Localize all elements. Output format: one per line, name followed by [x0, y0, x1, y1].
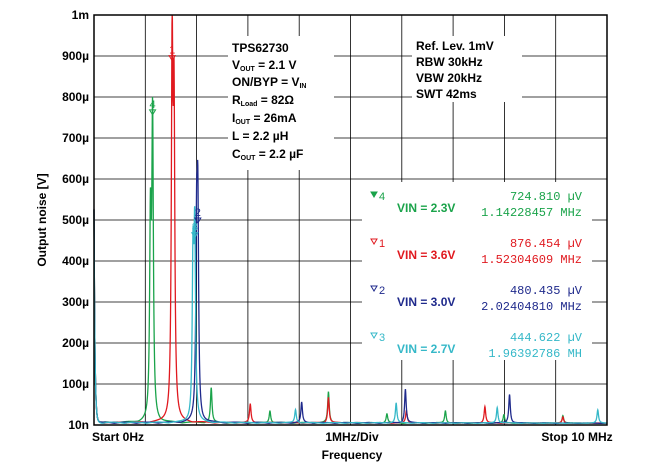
x-tick-start: Start 0Hz — [92, 430, 144, 444]
y-tick-label: 500µ — [62, 213, 89, 227]
y-tick-label: 800µ — [62, 90, 89, 104]
y-tick-label: 700µ — [62, 131, 89, 145]
marker-frequency: 2.02404810 MHz — [481, 300, 582, 314]
marker-label: VIN = 2.7V — [397, 342, 455, 356]
marker-label: VIN = 3.0V — [397, 295, 455, 309]
marker-label: VIN = 3.6V — [397, 248, 455, 262]
setting-swt: SWT 42ms — [416, 87, 477, 101]
x-tick-mid: 1MHz/Div — [325, 430, 379, 444]
marker-number: 3 — [379, 332, 385, 344]
x-axis-label: Frequency — [322, 448, 383, 462]
y-tick-label: 300µ — [62, 295, 89, 309]
y-axis-label: Output noise [V] — [35, 173, 49, 266]
marker-number: 2 — [379, 285, 385, 297]
marker-value: 444.622 µV — [510, 331, 583, 345]
y-tick-label: 900µ — [62, 49, 89, 63]
setting-vbw: VBW 20kHz — [416, 71, 482, 85]
marker-value: 480.435 µV — [510, 284, 583, 298]
y-tick-label: 600µ — [62, 172, 89, 186]
condition-onbyp: ON/BYP = VIN — [232, 75, 306, 90]
marker-frequency: 1.52304609 MHz — [481, 253, 582, 267]
conditions-box: TPS62730 VOUT = 2.1 V ON/BYP = VIN RLoad… — [228, 36, 334, 170]
y-tick-label: 400µ — [62, 254, 89, 268]
marker-frequency: 1.14228457 MHz — [481, 206, 582, 220]
marker-flag-number: 2 — [195, 207, 201, 219]
marker-value: 876.454 µV — [510, 237, 583, 251]
y-tick-label: 200µ — [62, 336, 89, 350]
marker-label: VIN = 2.3V — [397, 201, 455, 215]
y-tick-label: 1m — [72, 8, 89, 22]
y-tick-label: 100µ — [62, 377, 89, 391]
marker-number: 4 — [379, 191, 385, 203]
y-axis-ticks: 1m 900µ 800µ 700µ 600µ 500µ 400µ 300µ 200µ 100µ 10… — [62, 8, 89, 432]
setting-ref-level: Ref. Lev. 1mV — [416, 39, 494, 53]
marker-panel: 4 VIN = 2.3V 724.810 µV 1.14228457 MHz 1 VIN … — [362, 182, 592, 361]
marker-flag-number: 4 — [150, 99, 156, 111]
marker-number: 1 — [379, 238, 385, 250]
setting-rbw: RBW 30kHz — [416, 55, 483, 69]
settings-box: Ref. Lev. 1mV RBW 30kHz VBW 20kHz SWT 42… — [412, 36, 522, 102]
condition-inductor: L = 2.2 µH — [232, 129, 288, 143]
x-tick-stop: Stop 10 MHz — [541, 430, 612, 444]
y-tick-label: 10n — [68, 418, 89, 432]
marker-frequency: 1.96392786 MH — [488, 347, 582, 361]
marker-value: 724.810 µV — [510, 190, 583, 204]
marker-flag-number: 3 — [192, 222, 198, 234]
condition-device: TPS62730 — [232, 41, 289, 55]
marker-flag-number: 1 — [169, 45, 175, 57]
